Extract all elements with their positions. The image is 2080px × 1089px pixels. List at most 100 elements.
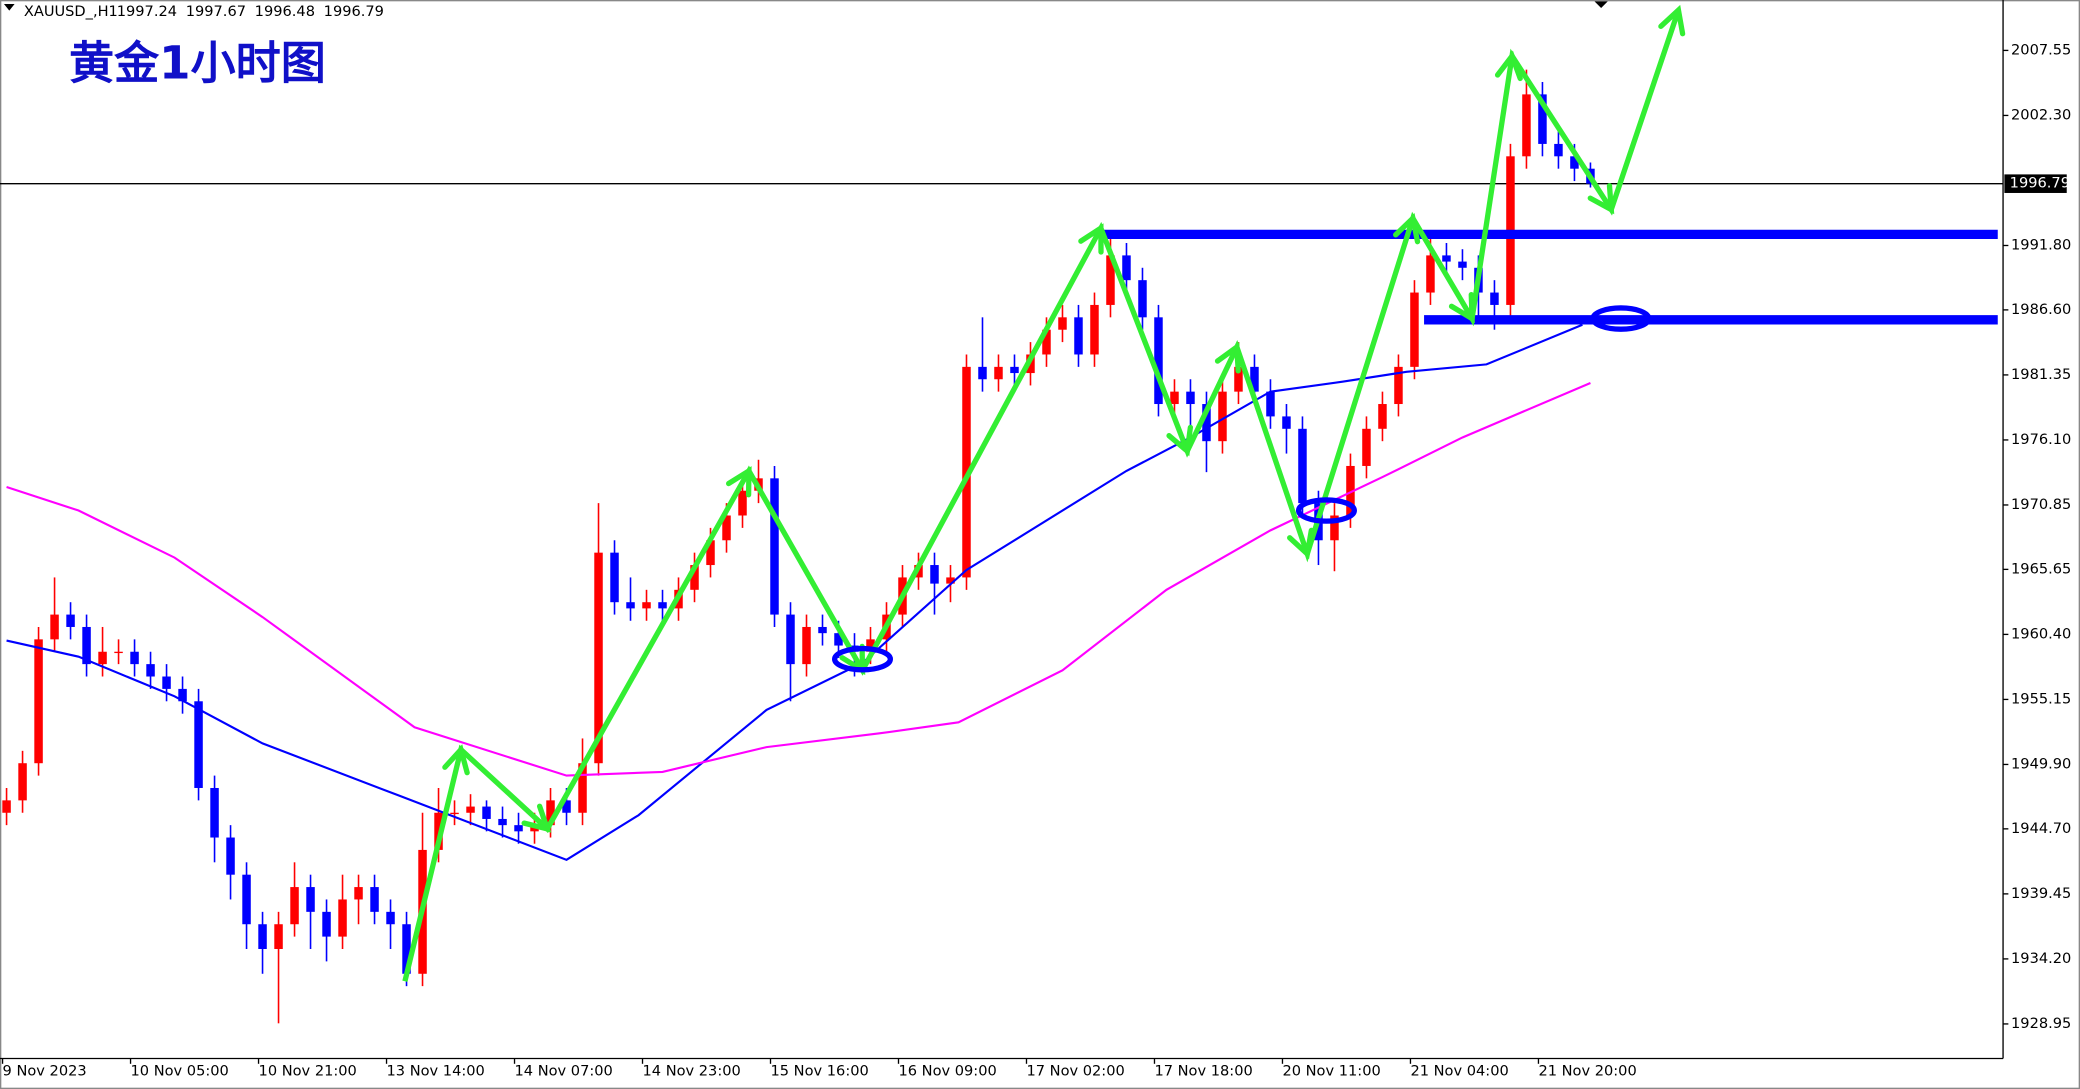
candle-body — [738, 490, 747, 516]
candle-body — [706, 540, 715, 566]
candle-body — [466, 806, 475, 813]
y-tick-label: 1949.90 — [2011, 755, 2071, 772]
header-symbol: XAUUSD_,H1 — [24, 3, 118, 20]
arrow-head — [1658, 4, 1686, 37]
candle-body — [1234, 366, 1243, 392]
y-tick-label: 1934.20 — [2011, 950, 2071, 967]
candle-body — [1522, 94, 1531, 157]
candle-body — [1186, 391, 1195, 405]
candle-body — [242, 874, 251, 925]
candle-body — [626, 602, 635, 609]
candle-body — [818, 626, 827, 634]
arrow-head — [1287, 527, 1315, 560]
candle-body — [866, 639, 875, 652]
candle-body — [786, 614, 795, 665]
candle-body — [1170, 391, 1179, 405]
candle-body — [482, 806, 491, 819]
candle-body — [802, 626, 811, 665]
candle-body — [1490, 292, 1499, 305]
x-tick-label: 16 Nov 09:00 — [898, 1063, 996, 1080]
x-tick-label: 14 Nov 07:00 — [515, 1063, 613, 1080]
candle-body — [1458, 261, 1467, 268]
candle-body — [1154, 317, 1163, 405]
candle-body — [82, 626, 91, 665]
y-tick-label: 1944.70 — [2011, 820, 2071, 837]
candle-body — [194, 701, 203, 788]
y-tick-label: 1965.65 — [2011, 560, 2071, 577]
y-tick-label: 1986.60 — [2011, 301, 2071, 318]
candle-body — [50, 614, 59, 640]
candle-body — [578, 763, 587, 813]
highlight-ellipse — [831, 645, 894, 673]
candle-body — [562, 800, 571, 813]
x-tick-label: 21 Nov 04:00 — [1410, 1063, 1508, 1080]
candle-body — [210, 787, 219, 838]
chart-title: 黄金1小时图 — [69, 36, 326, 89]
candle-body — [1298, 428, 1307, 504]
arrow-head — [1448, 292, 1475, 324]
header-open: 1997.24 — [117, 3, 177, 20]
candle-body — [722, 515, 731, 541]
candle-body — [306, 887, 315, 912]
candle-body — [274, 924, 283, 950]
y-tick-label: 1939.45 — [2011, 885, 2071, 902]
x-tick-label: 10 Nov 05:00 — [131, 1063, 229, 1080]
x-tick-label: 9 Nov 2023 — [3, 1063, 87, 1080]
candle-body — [978, 366, 987, 380]
candle-body — [1362, 428, 1371, 466]
candle-body — [1074, 317, 1083, 355]
arrow-head — [725, 466, 752, 498]
header-close: 1996.79 — [324, 3, 384, 20]
candle-body — [1266, 391, 1275, 417]
candle-body — [1122, 255, 1131, 281]
y-tick-label: 1970.85 — [2011, 496, 2071, 513]
moving-average — [6, 381, 1591, 777]
y-tick-label: 1981.35 — [2011, 366, 2071, 383]
shift-marker — [1594, 1, 1608, 8]
y-tick-label: 1991.80 — [2011, 236, 2071, 253]
x-tick-label: 20 Nov 11:00 — [1282, 1063, 1380, 1080]
candle-body — [1554, 143, 1563, 157]
arrow-head — [1214, 342, 1241, 374]
last-price-label: 1996.79 — [2010, 175, 2070, 192]
candle-body — [514, 825, 523, 832]
y-tick-label: 1960.40 — [2011, 625, 2071, 642]
candle-body — [946, 577, 955, 584]
menu-triangle — [3, 3, 15, 11]
candle-body — [1010, 366, 1019, 374]
candle-body — [1090, 304, 1099, 355]
last-price-box — [2004, 174, 2067, 193]
candle-body — [1570, 156, 1579, 169]
candle-body — [642, 602, 651, 609]
candle-body — [18, 763, 27, 801]
highlight-ellipse — [1590, 305, 1652, 332]
candle-body — [690, 565, 699, 590]
candle-body — [322, 911, 331, 937]
x-tick-label: 21 Nov 20:00 — [1538, 1063, 1636, 1080]
zigzag-arrow — [402, 9, 1681, 982]
candle-body — [1058, 317, 1067, 330]
arrow-head — [442, 744, 470, 776]
candle-body — [1378, 404, 1387, 429]
x-tick-label: 15 Nov 16:00 — [771, 1063, 869, 1080]
candle-body — [290, 887, 299, 925]
x-tick-label: 13 Nov 14:00 — [387, 1063, 485, 1080]
candle-body — [594, 552, 603, 764]
candle-body — [178, 688, 187, 702]
candle-body — [386, 911, 395, 925]
candle-body — [2, 800, 11, 813]
candle-body — [1282, 416, 1291, 429]
x-tick-label: 17 Nov 18:00 — [1154, 1063, 1252, 1080]
candle-body — [162, 676, 171, 689]
candle-body — [114, 651, 123, 654]
candle-body — [994, 366, 1003, 380]
y-tick-label: 2002.30 — [2011, 106, 2071, 123]
header-low: 1996.48 — [255, 3, 315, 20]
candle-body — [498, 818, 507, 826]
arrow-head — [1393, 212, 1421, 245]
candle-body — [1330, 515, 1339, 541]
highlight-ellipse — [1295, 497, 1357, 524]
candle-body — [770, 478, 779, 615]
candle-body — [930, 565, 939, 584]
